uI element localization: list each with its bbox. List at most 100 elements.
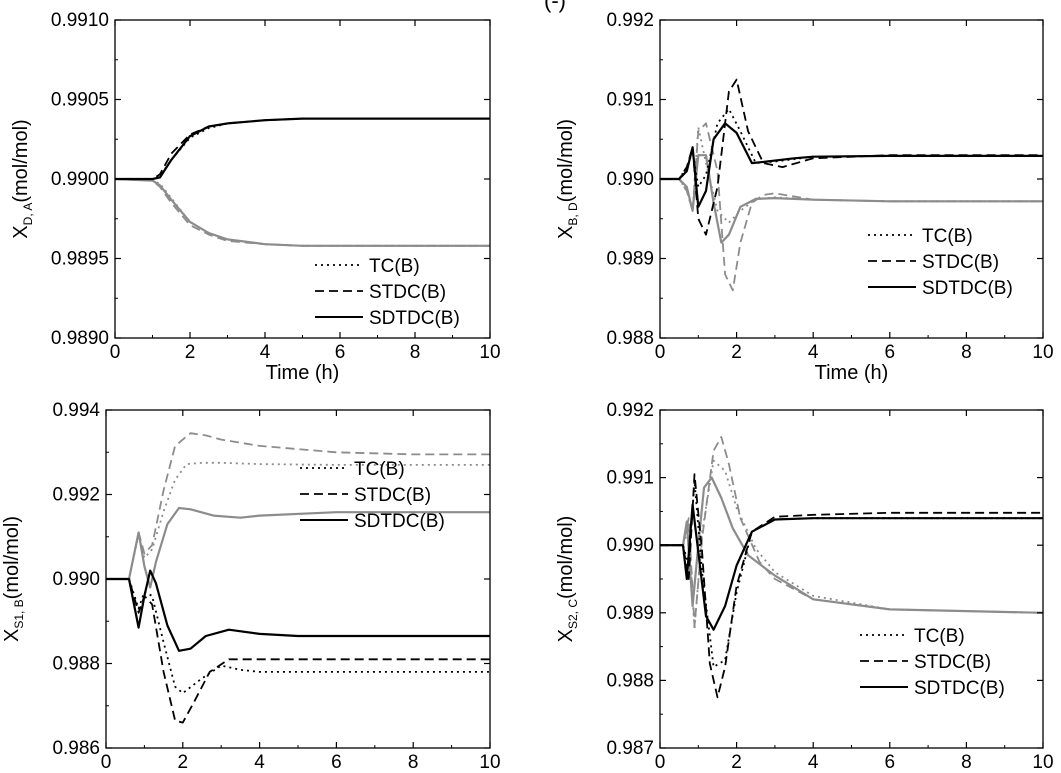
y-tick-label: 0.9900 [51, 169, 109, 190]
series-line-solid-black [106, 569, 490, 652]
y-tick-label: 0.990 [52, 569, 100, 590]
y-axis-title-main: X [1, 629, 23, 642]
y-axis-title-main: X [10, 225, 32, 238]
x-tick-label: 0 [655, 342, 666, 363]
x-tick-label: 2 [731, 342, 742, 363]
legend-label: SDTDC(B) [914, 678, 1005, 699]
legend-label: TC(B) [354, 459, 405, 480]
series-line-dotted-black [115, 117, 490, 180]
y-axis-title-unit: (mol/mol) [555, 119, 577, 202]
y-axis-title-main: X [555, 226, 577, 239]
plot-frame [105, 409, 491, 749]
series-line-solid-gray [106, 506, 490, 589]
series-line-dotted-gray [660, 459, 1044, 631]
series-line-dashed-gray [114, 178, 490, 247]
series-line-dashed-black [106, 578, 490, 724]
y-tick-label: 0.989 [606, 249, 654, 270]
x-axis-title: Time (h) [266, 362, 340, 384]
x-tick-label: 6 [335, 342, 346, 363]
legend-label: TC(B) [922, 226, 973, 247]
x-tick-label: 4 [260, 342, 271, 363]
legend-label: STDC(B) [369, 282, 446, 303]
y-tick-label: 0.991 [606, 90, 654, 111]
series-line-solid-black [115, 117, 490, 181]
x-tick-label: 4 [808, 342, 819, 363]
y-tick-label: 0.9905 [51, 90, 109, 111]
y-axis-title-subscript: S2, C [566, 599, 580, 629]
series-line-dotted-gray [114, 178, 490, 247]
x-tick-label: 4 [254, 752, 265, 773]
x-tick-label: 2 [185, 342, 196, 363]
x-tick-label: 8 [961, 752, 972, 773]
series-line-solid-gray [660, 476, 1044, 614]
x-tick-label: 8 [410, 342, 421, 363]
y-tick-label: 0.991 [606, 468, 654, 489]
y-tick-label: 0.988 [52, 654, 100, 675]
series-line-solid-gray [114, 177, 490, 247]
chart-panel-4: 02468100.9870.9880.9890.9900.9910.992Tim… [555, 400, 1054, 773]
y-axis-title-subscript: D, A [21, 203, 35, 226]
x-axis-title: Time (h) [815, 362, 889, 384]
x-tick-label: 8 [961, 342, 972, 363]
y-tick-label: 0.987 [606, 738, 654, 759]
y-axis-title-main: X [555, 629, 577, 642]
x-tick-label: 10 [1032, 342, 1053, 363]
series-line-dotted-black [660, 480, 1043, 668]
x-tick-label: 10 [1032, 752, 1053, 773]
legend-label: STDC(B) [914, 652, 991, 673]
y-axis-title-subscript: B, D [566, 202, 580, 226]
series-line-dashed-gray [106, 432, 490, 580]
x-tick-label: 0 [655, 752, 666, 773]
y-tick-label: 0.992 [606, 400, 654, 421]
legend: TC(B) STDC(B) SDTDC(B) [860, 626, 1005, 699]
x-tick-label: 2 [731, 752, 742, 773]
series-line-dashed-black [660, 473, 1043, 699]
series-line-dashed-gray [660, 436, 1044, 628]
y-axis-title-unit: (mol/mol) [1, 516, 23, 599]
y-tick-label: 0.988 [606, 328, 654, 349]
legend-label: SDTDC(B) [922, 278, 1013, 299]
x-tick-label: 2 [178, 752, 189, 773]
series-line-dashed-black [115, 117, 490, 180]
y-tick-label: 0.9890 [51, 328, 109, 349]
y-tick-label: 0.994 [52, 400, 100, 421]
y-tick-label: 0.988 [606, 670, 654, 691]
x-tick-label: 10 [479, 342, 500, 363]
y-axis-title-unit: (mol/mol) [555, 516, 577, 599]
x-tick-label: 8 [408, 752, 419, 773]
y-tick-label: 0.992 [52, 485, 100, 506]
legend-label: STDC(B) [354, 485, 431, 506]
figure-top-label: (-) [544, 0, 566, 13]
y-axis-title: XS2, C(mol/mol) [555, 516, 580, 643]
y-tick-label: 0.9910 [51, 10, 109, 31]
chart-panel-1: 0 2 4 6 8 10 0.9890 0.9895 0.9900 0.9905 0.9910 Tim… [10, 10, 501, 384]
series-line-solid-black [660, 503, 1043, 631]
legend: TC(B) STDC(B) SDTDC(B) [315, 256, 460, 329]
legend-label: TC(B) [914, 626, 965, 647]
y-axis-title-unit: (mol/mol) [10, 119, 32, 202]
series-line-solid-gray [660, 154, 1043, 244]
x-tick-label: 0 [110, 342, 121, 363]
x-tick-label: 6 [885, 752, 896, 773]
chart-panel-2: 0 2 4 6 8 10 0.988 0.989 0.990 0.991 0.992 Time (h)… [555, 10, 1054, 384]
y-tick-label: 0.990 [606, 535, 654, 556]
y-axis-title: XD, A(mol/mol) [10, 119, 35, 238]
y-tick-label: 0.992 [606, 10, 654, 31]
y-axis-title: XB, D(mol/mol) [555, 119, 580, 239]
y-tick-label: 0.986 [52, 738, 100, 759]
legend-label: TC(B) [369, 256, 420, 277]
x-tick-label: 6 [885, 342, 896, 363]
y-axis-title-subscript: S1, B [12, 599, 26, 628]
legend-label: STDC(B) [922, 252, 999, 273]
y-axis-title: XS1, B(mol/mol) [1, 516, 26, 642]
legend-label: SDTDC(B) [354, 511, 445, 532]
legend-label: SDTDC(B) [369, 308, 460, 329]
legend: TC(B) STDC(B) SDTDC(B) [300, 459, 445, 532]
y-tick-label: 0.990 [606, 169, 654, 190]
legend: TC(B) STDC(B) SDTDC(B) [868, 226, 1013, 299]
x-tick-label: 10 [479, 752, 500, 773]
series-line-solid-black [660, 122, 1043, 208]
y-tick-label: 0.989 [606, 603, 654, 624]
